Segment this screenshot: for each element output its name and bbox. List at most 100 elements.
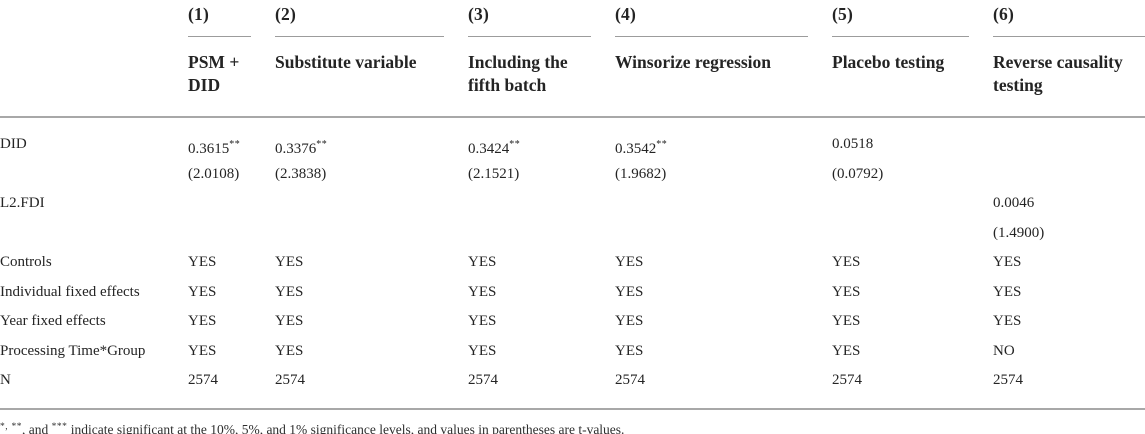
table-cell: 2574 (275, 372, 305, 388)
table-cell: 2574 (468, 372, 498, 388)
row-label: Year fixed effects (0, 313, 106, 329)
footnote-significance-stars: *** (51, 421, 68, 432)
table-cell: 0.3542** (615, 139, 668, 157)
table-cell: 0.0046 (993, 195, 1035, 211)
table-cell: YES (468, 254, 497, 270)
table-cell (188, 219, 275, 249)
significance-stars: ** (656, 139, 668, 150)
column-number: (5) (832, 4, 854, 24)
table-row: DID 0.3615** 0.3376** 0.3424** 0.3542** 0.051… (0, 130, 1145, 160)
column-number: (6) (993, 4, 1015, 24)
table-row: Individual fixed effects YES YES YES YES YES Y… (0, 278, 1145, 308)
table-cell: YES (188, 254, 217, 270)
table-cell: YES (993, 313, 1022, 329)
table-cell: YES (832, 254, 861, 270)
table-cell: (2.0108) (188, 165, 240, 182)
table-cell: YES (832, 283, 861, 300)
table-cell: YES (468, 283, 497, 300)
table-top-rule (0, 116, 1145, 118)
table-cell: YES (188, 283, 217, 300)
column-number: (1) (188, 4, 210, 24)
column-number: (2) (275, 4, 297, 24)
table-cell: 2574 (188, 372, 218, 388)
row-label: DID (0, 136, 27, 152)
table-row: (2.0108) (2.3838) (2.1521) (1.9682) (0.0792) (0, 160, 1145, 190)
table-cell: YES (615, 254, 644, 270)
table-cell: YES (275, 254, 304, 270)
column-header: (6) Reverse causality testing (993, 0, 1145, 97)
table-cell: YES (468, 313, 497, 329)
table-body: DID 0.3615** 0.3376** 0.3424** 0.3542** 0.051… (0, 118, 1145, 396)
table-cell: 0.3376** (275, 139, 328, 157)
table-row: N 2574 2574 2574 2574 2574 2574 (0, 366, 1145, 396)
table-cell: YES (188, 313, 217, 329)
footnote-significance-stars: ** (11, 421, 22, 432)
significance-stars: ** (509, 139, 521, 150)
row-label: Individual fixed effects (0, 283, 140, 300)
row-label: Processing Time*Group (0, 342, 146, 359)
column-header: (3) Including the fifth batch (468, 0, 615, 97)
table-header: (1) PSM + DID (2) Substitute variable (3) Inc… (0, 0, 1145, 97)
column-label: Placebo testing (832, 52, 945, 72)
column-underline (993, 36, 1145, 37)
column-header: (4) Winsorize regression (615, 0, 832, 97)
column-underline (615, 36, 808, 37)
table-cell: YES (275, 313, 304, 329)
column-label: Substitute variable (275, 52, 417, 72)
column-underline (832, 36, 969, 37)
row-label (0, 219, 188, 249)
table-cell: (1.9682) (615, 165, 667, 182)
column-header: (1) PSM + DID (188, 0, 275, 97)
table-cell: YES (615, 342, 644, 359)
table-cell: YES (188, 342, 217, 359)
table-cell: (2.3838) (275, 165, 327, 182)
table-row: Controls YES YES YES YES YES YES (0, 248, 1145, 278)
column-header: (5) Placebo testing (832, 0, 993, 97)
table-cell (275, 219, 468, 249)
header-spacer-cell (0, 0, 188, 97)
table-row: L2.FDI 0.0046 (0, 189, 1145, 219)
table-row: Processing Time*Group YES YES YES YES YES NO (0, 337, 1145, 367)
column-underline (188, 36, 251, 37)
table-cell (832, 219, 993, 249)
column-underline (275, 36, 444, 37)
significance-stars: ** (316, 139, 328, 150)
table-cell (188, 189, 275, 219)
table-cell: (2.1521) (468, 165, 520, 182)
table-cell: (1.4900) (993, 224, 1045, 241)
table-cell: YES (615, 283, 644, 300)
table-cell (615, 189, 832, 219)
table-footnote: *, **, and *** indicate significant at t… (0, 421, 625, 434)
table-cell (615, 219, 832, 249)
table-cell: (0.0792) (832, 165, 884, 182)
table-cell: YES (993, 283, 1022, 300)
column-label: PSM + DID (188, 52, 240, 95)
column-number: (3) (468, 4, 490, 24)
table-cell: 2574 (993, 372, 1023, 388)
table-cell: 2574 (832, 372, 862, 388)
table-row: Year fixed effects YES YES YES YES YES YES (0, 307, 1145, 337)
table-bottom-rule (0, 407, 1145, 410)
table-cell: NO (993, 342, 1015, 359)
row-label: N (0, 372, 11, 388)
column-number: (4) (615, 4, 637, 24)
table-cell: YES (275, 342, 304, 359)
table-cell: YES (832, 313, 861, 329)
column-header: (2) Substitute variable (275, 0, 468, 97)
table-cell: YES (275, 283, 304, 300)
table-cell: 0.3424** (468, 139, 521, 157)
table-row: (1.4900) (0, 219, 1145, 249)
table-cell: YES (993, 254, 1022, 270)
table-cell (275, 189, 468, 219)
column-underline (468, 36, 591, 37)
row-label: L2.FDI (0, 195, 45, 211)
table-cell: 0.3615** (188, 139, 241, 157)
table-cell: YES (615, 313, 644, 329)
significance-stars: ** (229, 139, 241, 150)
table-cell: 0.0518 (832, 136, 874, 152)
column-label: Including the fifth batch (468, 52, 568, 95)
table-cell (993, 160, 1145, 190)
column-label: Reverse causality testing (993, 52, 1123, 95)
table-cell (468, 219, 615, 249)
